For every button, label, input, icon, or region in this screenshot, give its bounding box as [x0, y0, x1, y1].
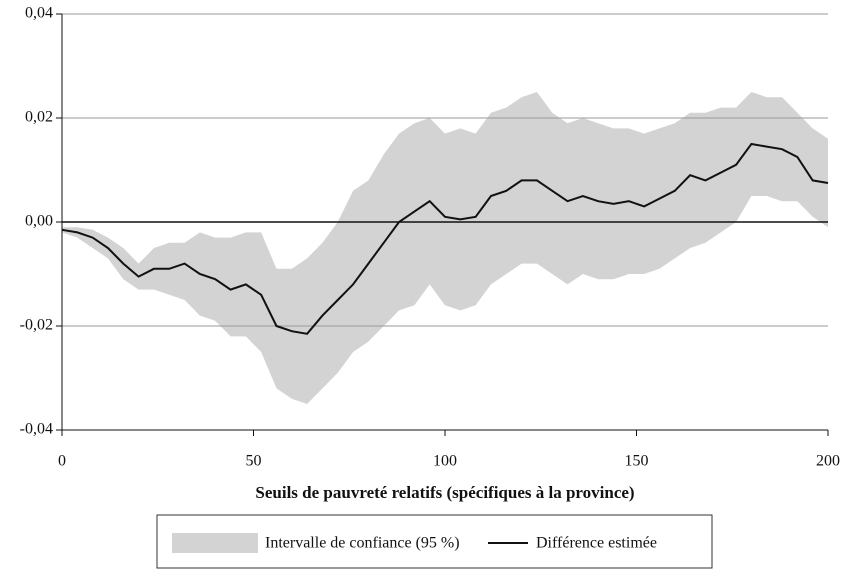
y-tick-label: -0,04 [20, 421, 53, 438]
y-tick-label: 0,04 [25, 5, 53, 22]
x-tick-label: 0 [58, 453, 66, 470]
y-tick-label: 0,02 [25, 109, 53, 126]
x-tick-label: 200 [816, 453, 840, 470]
y-tick-label: 0,00 [25, 213, 53, 230]
confidence-band [62, 92, 828, 404]
estimate-line [61, 142, 829, 335]
legend-swatch [172, 533, 258, 553]
x-tick-label: 150 [625, 453, 649, 470]
legend-label: Différence estimée [536, 535, 657, 552]
legend-label: Intervalle de confiance (95 %) [265, 535, 460, 552]
x-axis-label: Seuils de pauvreté relatifs (spécifiques… [255, 483, 634, 502]
x-tick-label: 50 [246, 453, 262, 470]
x-tick-label: 100 [433, 453, 457, 470]
y-tick-label: -0,02 [20, 317, 53, 334]
